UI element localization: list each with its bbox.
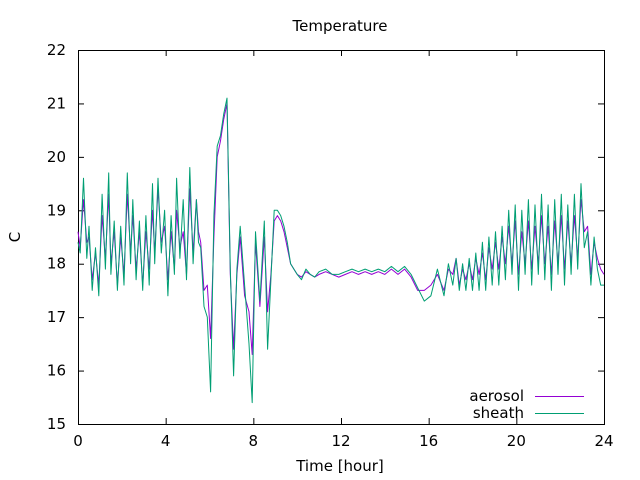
x-axis-label: Time [hour]	[295, 457, 384, 475]
y-tick-label: 20	[47, 148, 66, 166]
legend-label-sheath: sheath	[473, 404, 524, 422]
x-tick-label: 24	[594, 432, 613, 450]
x-tick-label: 4	[161, 432, 171, 450]
y-axis-label: C	[6, 232, 24, 242]
y-tick-label: 18	[47, 255, 66, 273]
x-tick-label: 12	[331, 432, 350, 450]
y-tick-label: 21	[47, 94, 66, 112]
x-tick-label: 20	[507, 432, 526, 450]
x-tick-label: 8	[249, 432, 259, 450]
chart-title: Temperature	[291, 17, 387, 35]
legend-label-aerosol: aerosol	[469, 387, 524, 405]
x-tick-label: 0	[73, 432, 83, 450]
y-tick-label: 22	[47, 41, 66, 59]
y-tick-label: 15	[47, 415, 66, 433]
series-line-aerosol	[77, 102, 605, 355]
y-tick-label: 19	[47, 201, 66, 219]
x-tick-label: 16	[419, 432, 438, 450]
axis-ticks: 0 4 8 12 16 20 24 15 16 17 18 19 20 21 22	[47, 41, 614, 450]
series-layer	[77, 97, 605, 404]
y-tick-label: 16	[47, 362, 66, 380]
series-line-sheath	[77, 97, 604, 404]
y-tick-label: 17	[47, 308, 66, 326]
plot-frame	[78, 50, 605, 425]
